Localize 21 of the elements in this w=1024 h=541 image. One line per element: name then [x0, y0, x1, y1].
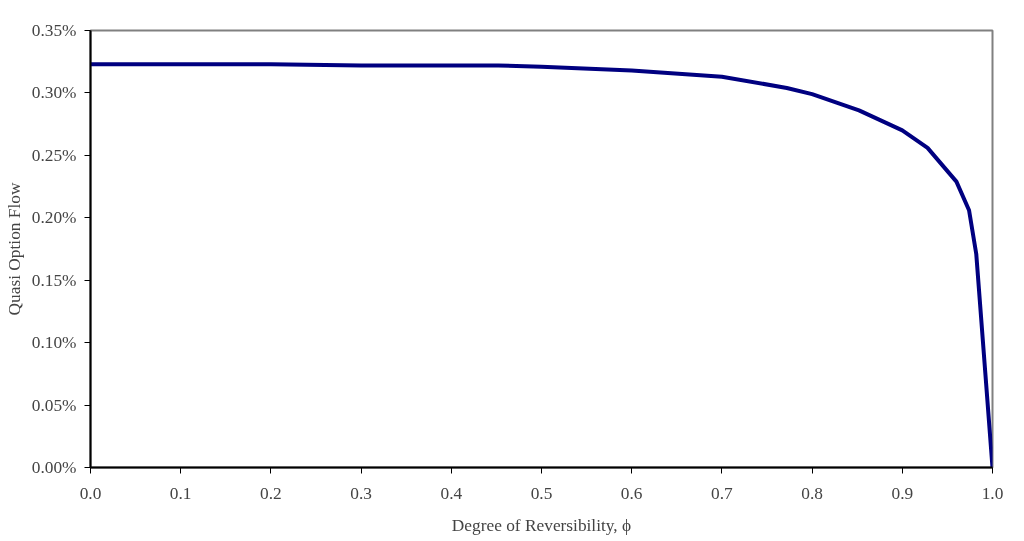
x-tick-label: 1.0 [981, 483, 1004, 503]
y-tick-label: 0.10% [31, 333, 77, 353]
y-tick-label: 0.15% [31, 270, 77, 290]
x-tick-label: 0.4 [440, 483, 463, 503]
x-tick-label: 0.2 [260, 483, 282, 503]
x-tick-label: 0.8 [801, 483, 823, 503]
y-tick-label: 0.30% [31, 83, 77, 103]
y-tick-label: 0.25% [31, 145, 77, 165]
x-tick-label: 0.9 [891, 483, 914, 503]
x-tick-label: 0.1 [169, 483, 192, 503]
y-tick-label: 0.00% [31, 458, 77, 477]
y-tick-label: 0.20% [31, 208, 77, 228]
x-tick-label: 0.7 [711, 483, 734, 503]
x-tick-label: 0.3 [350, 483, 372, 503]
x-tick-label: 0.6 [620, 483, 643, 503]
y-tick-label: 0.35% [31, 21, 77, 40]
x-axis-title: Degree of Reversibility, ϕ [451, 515, 632, 535]
x-tick-label: 0.5 [530, 483, 553, 503]
y-tick-label: 0.05% [31, 395, 77, 415]
x-tick-label: 0.0 [79, 483, 102, 503]
y-axis-title: Quasi Option Flow [4, 182, 24, 316]
